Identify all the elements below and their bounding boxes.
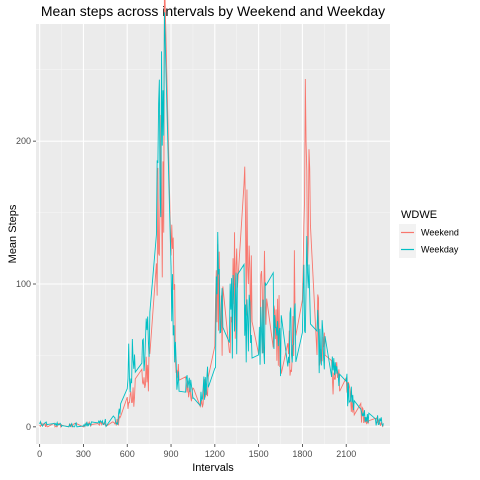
x-axis-title: Intervals [192, 462, 234, 474]
x-tick-label: 2100 [336, 449, 356, 459]
y-tick-label: 200 [16, 136, 31, 146]
x-tick-label: 600 [120, 449, 135, 459]
chart-title: Mean steps across intervals by Weekend a… [41, 3, 385, 19]
y-tick-label: 0 [26, 422, 31, 432]
x-tick-label: 1800 [292, 449, 312, 459]
y-tick-label: 100 [16, 279, 31, 289]
y-axis-title: Mean Steps [7, 204, 19, 263]
x-tick-label: 0 [37, 449, 42, 459]
x-tick-label: 1200 [205, 449, 225, 459]
legend-label-weekend: Weekend [421, 228, 459, 238]
legend-title: WDWE [401, 209, 437, 221]
legend: WDWE Weekend Weekday [399, 209, 459, 258]
plot-panel [36, 24, 390, 444]
x-tick-label: 300 [76, 449, 91, 459]
x-tick-label: 1500 [249, 449, 269, 459]
legend-label-weekday: Weekday [421, 245, 459, 255]
x-tick-label: 900 [164, 449, 179, 459]
